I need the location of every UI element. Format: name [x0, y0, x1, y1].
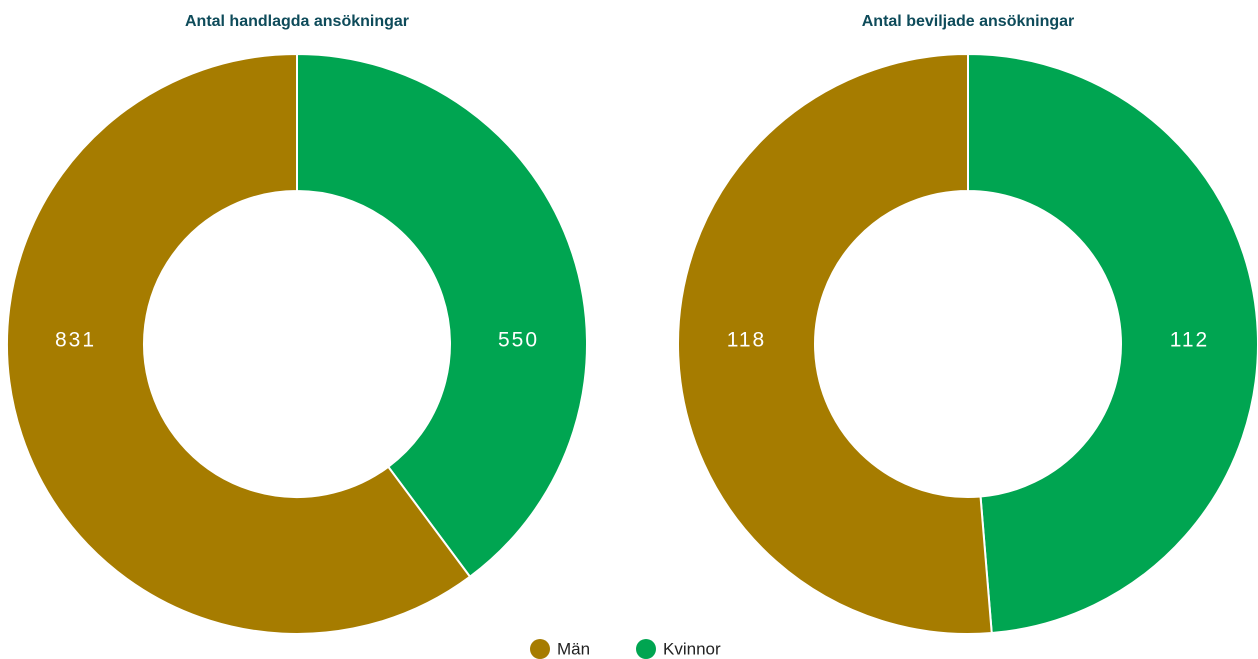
data-label: 118	[727, 329, 766, 352]
slice	[677, 52, 993, 635]
slice	[296, 52, 588, 579]
legend-swatch	[530, 639, 550, 659]
data-label: 831	[55, 329, 96, 352]
legend-label: Män	[557, 639, 590, 658]
slice	[6, 52, 472, 635]
data-label: 112	[1170, 329, 1209, 352]
legend-label: Kvinnor	[663, 639, 721, 658]
slice	[967, 52, 1258, 635]
legend-swatch	[636, 639, 656, 659]
chart-title: Antal beviljade ansökningar	[862, 13, 1075, 30]
chart-title: Antal handlagda ansökningar	[185, 13, 409, 30]
data-label: 550	[498, 329, 539, 352]
